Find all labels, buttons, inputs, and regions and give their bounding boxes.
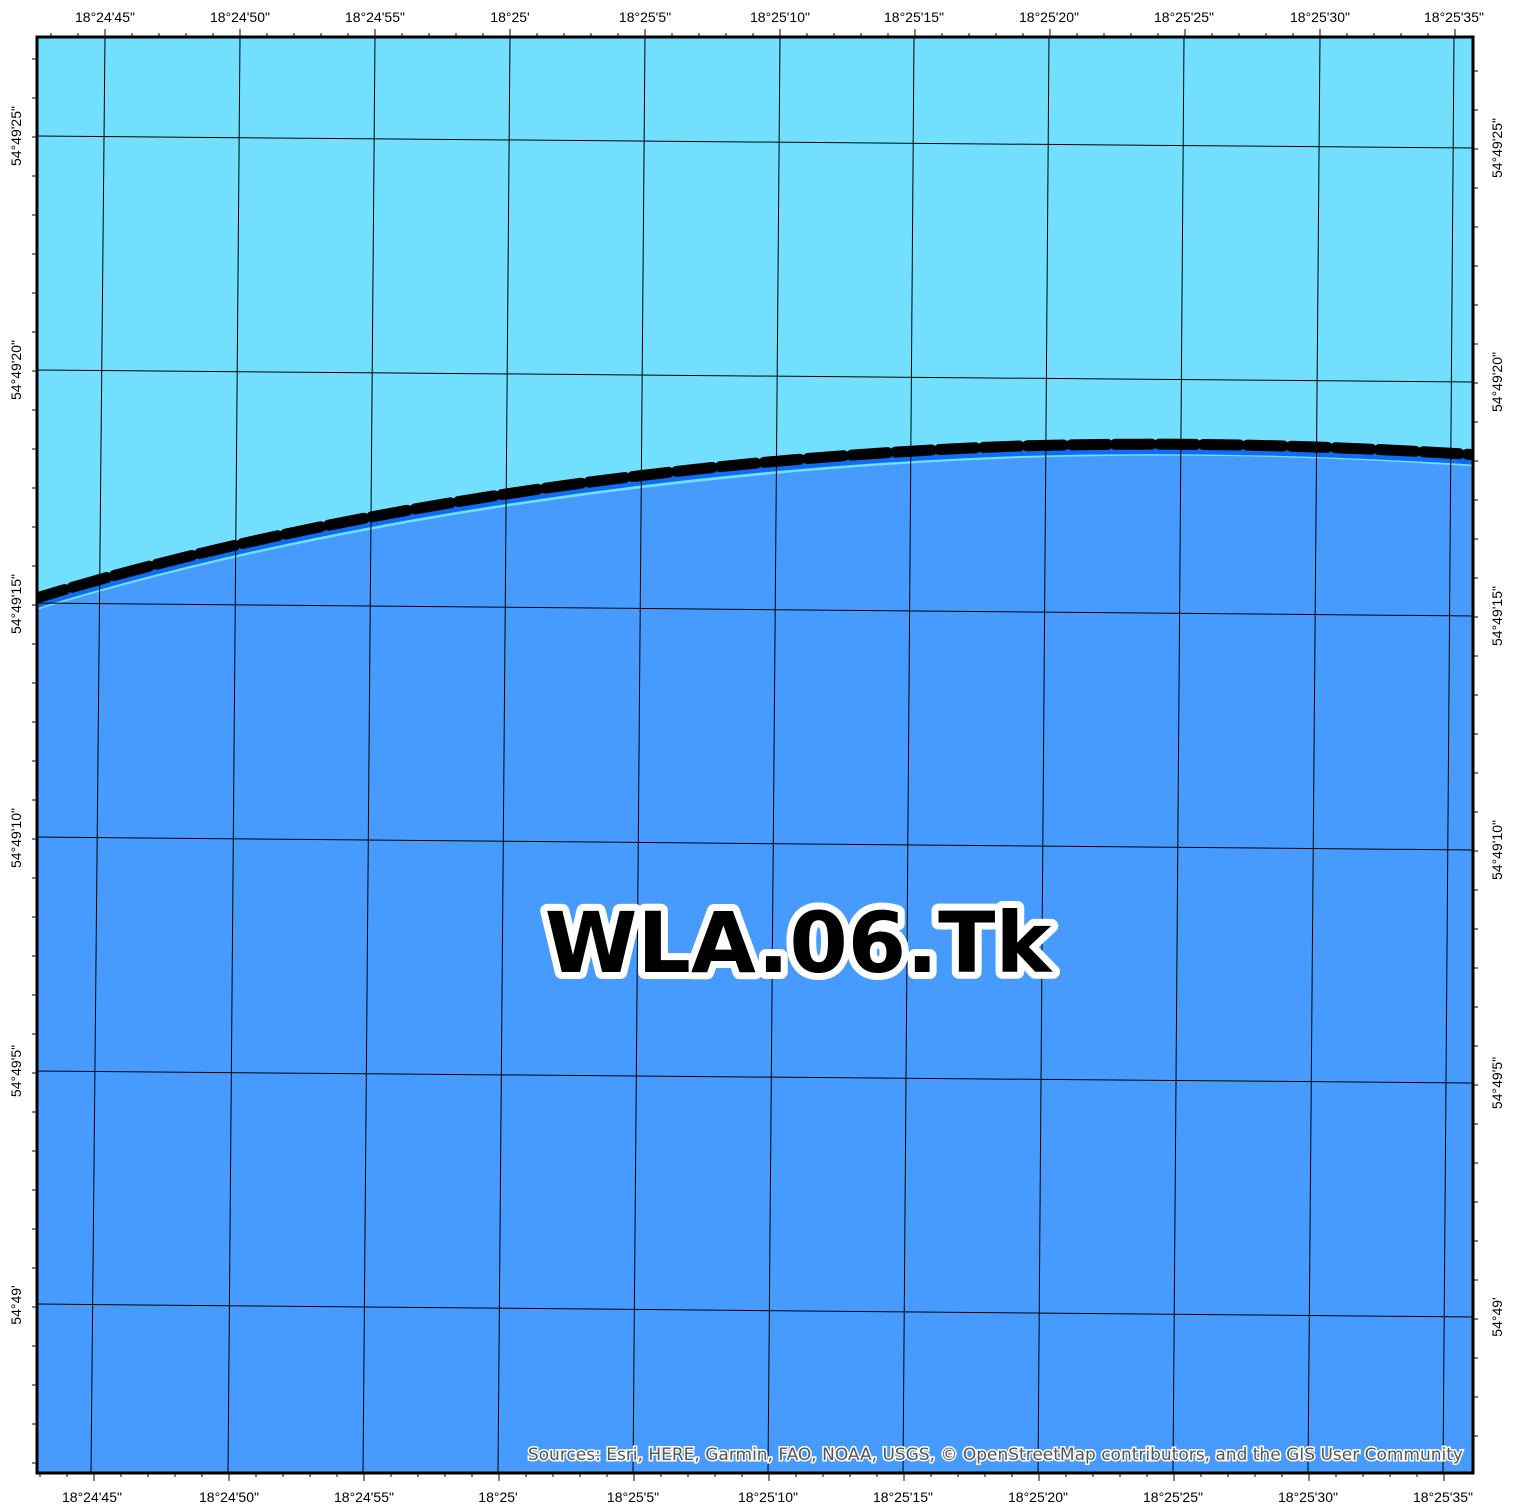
lon-label-top: 18°25' (490, 9, 529, 25)
meridian-line (1442, 37, 1455, 1473)
graticule (37, 37, 1473, 1473)
parallel-line (37, 1070, 1473, 1084)
parallel-line (37, 135, 1473, 149)
attribution-text: Sources: Esri, HERE, Garmin, FAO, NOAA, … (528, 1445, 1463, 1465)
lat-label-right: 54°49'15" (1489, 586, 1505, 646)
frame-ticks (32, 29, 1478, 1481)
map-body (37, 37, 1473, 1473)
lon-label-top: 18°25'5" (619, 9, 671, 25)
parallel-line (37, 1303, 1473, 1318)
lon-label-bottom: 18°25'5" (607, 1489, 659, 1505)
lon-label-bottom: 18°25' (478, 1489, 517, 1505)
lat-label-left: 54°49'5" (8, 1045, 24, 1097)
lon-label-bottom: 18°25'30" (1278, 1489, 1338, 1505)
lat-label-left: 54°49' (8, 1285, 24, 1324)
left-latitude-labels: 54°49'25" 54°49'20" 54°49'15" 54°49'10" … (8, 106, 24, 1325)
meridian-line (362, 37, 376, 1473)
zone-label: WLA.06.Tk (545, 894, 1054, 992)
meridian-line (90, 37, 106, 1473)
lon-label-top: 18°24'55" (345, 9, 405, 25)
lon-label-bottom: 18°24'45" (62, 1489, 122, 1505)
lon-label-bottom: 18°25'25" (1143, 1489, 1203, 1505)
lon-label-top: 18°25'25" (1154, 9, 1214, 25)
lon-label-bottom: 18°25'20" (1008, 1489, 1068, 1505)
parallel-line (37, 369, 1473, 383)
meridian-line (902, 37, 915, 1473)
top-longitude-labels: 18°24'45" 18°24'50" 18°24'55" 18°25' 18°… (75, 9, 1484, 25)
lon-label-top: 18°24'50" (210, 9, 270, 25)
lat-label-right: 54°49'20" (1489, 352, 1505, 412)
meridian-line (632, 37, 646, 1473)
parallel-line (37, 602, 1473, 617)
map-frame (35, 35, 1475, 1475)
lon-label-bottom: 18°24'55" (334, 1489, 394, 1505)
lon-label-top: 18°25'10" (750, 9, 810, 25)
lon-label-top: 18°25'20" (1019, 9, 1079, 25)
lon-label-top: 18°25'35" (1424, 9, 1484, 25)
parallel-line (37, 836, 1473, 851)
lon-label-bottom: 18°25'35" (1413, 1489, 1473, 1505)
lower-water-area (37, 455, 1473, 1473)
lat-label-left: 54°49'10" (8, 808, 24, 868)
lon-label-top: 18°24'45" (75, 9, 135, 25)
meridian-line (497, 37, 511, 1473)
lat-label-right: 54°49'5" (1489, 1057, 1505, 1109)
lon-label-bottom: 18°25'10" (738, 1489, 798, 1505)
lat-label-left: 54°49'20" (8, 340, 24, 400)
lon-label-bottom: 18°24'50" (199, 1489, 259, 1505)
lat-label-right: 54°49' (1489, 1297, 1505, 1336)
meridian-line (1037, 37, 1050, 1473)
meridian-line (1307, 37, 1321, 1473)
meridian-line (227, 37, 241, 1473)
lon-label-top: 18°25'30" (1290, 9, 1350, 25)
lat-label-right: 54°49'25" (1489, 118, 1505, 178)
meridian-line (767, 37, 781, 1473)
lon-label-top: 18°25'15" (884, 9, 944, 25)
lat-label-left: 54°49'25" (8, 106, 24, 166)
lat-label-right: 54°49'10" (1489, 820, 1505, 880)
right-latitude-labels: 54°49'25" 54°49'20" 54°49'15" 54°49'10" … (1489, 118, 1505, 1337)
lat-label-left: 54°49'15" (8, 574, 24, 634)
lon-label-bottom: 18°25'15" (873, 1489, 933, 1505)
bottom-longitude-labels: 18°24'45" 18°24'50" 18°24'55" 18°25' 18°… (62, 1489, 1473, 1505)
meridian-line (1172, 37, 1185, 1473)
